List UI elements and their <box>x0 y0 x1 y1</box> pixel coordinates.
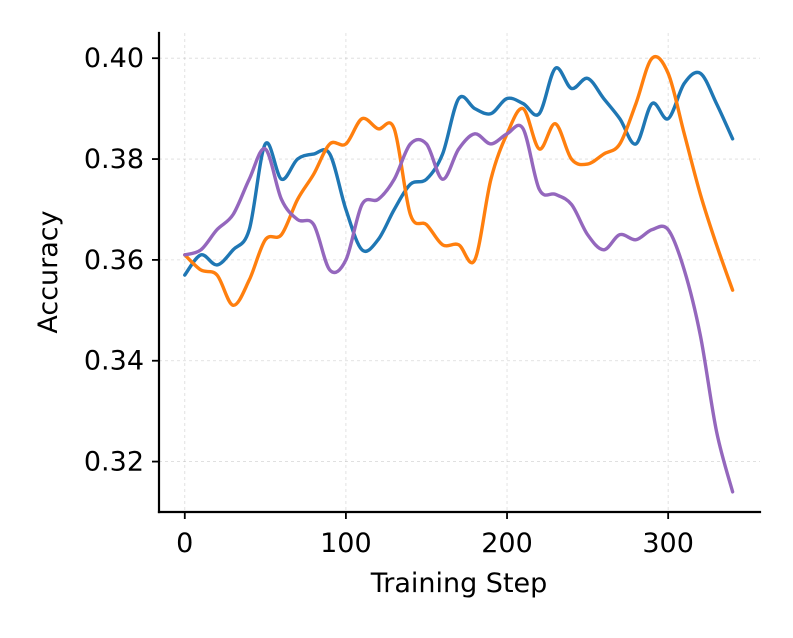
y-tick-label: 0.36 <box>84 245 144 276</box>
x-axis-label: Training Step <box>370 568 548 599</box>
series-line-1 <box>183 66 735 277</box>
axes <box>157 31 762 514</box>
y-tick-label: 0.40 <box>84 43 144 74</box>
series-lines <box>183 54 735 494</box>
grid <box>159 33 760 512</box>
x-tick-label: 300 <box>642 528 694 559</box>
y-tick-label: 0.38 <box>84 144 144 175</box>
series-line-3 <box>183 123 735 494</box>
x-tick-label: 0 <box>176 528 193 559</box>
y-tick-label: 0.34 <box>84 346 144 377</box>
x-tick-label: 200 <box>481 528 533 559</box>
y-tick-label: 0.32 <box>84 447 144 478</box>
x-tick-label: 100 <box>320 528 372 559</box>
y-axis-label: Accuracy <box>33 210 64 333</box>
series-line-2 <box>183 54 735 307</box>
ticks: 0 100 200 300 0.32 0.34 0.36 0.38 0.40 <box>84 43 694 559</box>
